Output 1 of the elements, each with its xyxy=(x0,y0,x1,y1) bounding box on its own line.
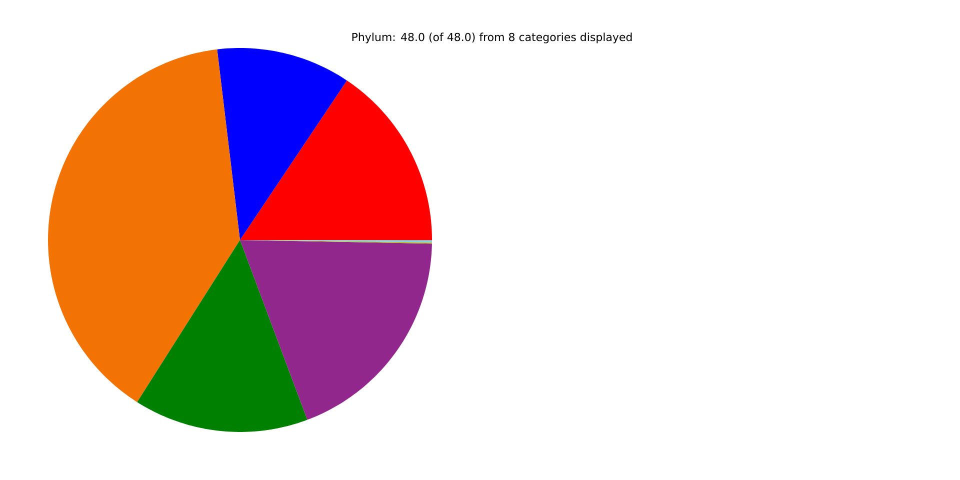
text: Phylum: 48.0 (of 48.0) from 8 categories displayed xyxy=(352,32,632,44)
